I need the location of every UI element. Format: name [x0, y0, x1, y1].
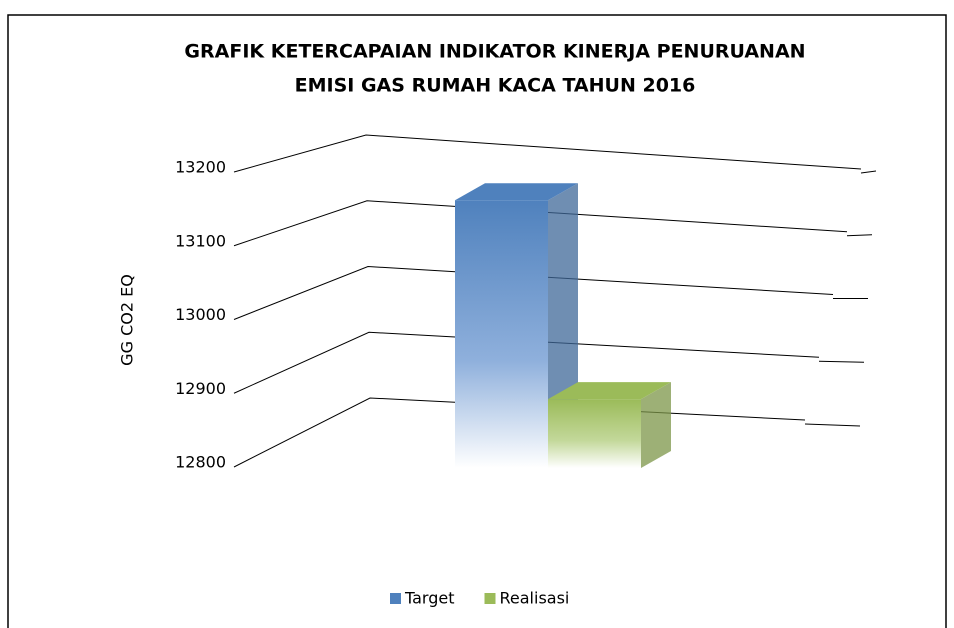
y-tick-label: 13000 [175, 305, 226, 324]
legend-label: Target [404, 589, 455, 608]
chart-title: EMISI GAS RUMAH KACA TAHUN 2016 [295, 75, 696, 97]
legend-swatch [390, 593, 401, 604]
bar-front [548, 399, 641, 468]
y-tick-label: 12800 [175, 453, 226, 472]
bar-side [641, 382, 671, 468]
y-tick-label: 13100 [175, 231, 226, 250]
y-tick-label: 12900 [175, 379, 226, 398]
grid-line [233, 265, 868, 320]
bar-front [455, 200, 548, 468]
frame [7, 14, 947, 628]
y-tick-label: 13200 [175, 158, 226, 177]
grid-line [233, 331, 865, 394]
legend-label: Realisasi [500, 589, 570, 608]
y-axis-title: GG CO2 EQ [118, 274, 137, 366]
grid-line [233, 134, 877, 174]
chart-title: GRAFIK KETERCAPAIAN INDIKATOR KINERJA PE… [184, 41, 805, 63]
bar-top [548, 382, 671, 400]
bar-top [455, 183, 578, 201]
legend-swatch [484, 593, 496, 604]
grid-line [233, 200, 873, 247]
